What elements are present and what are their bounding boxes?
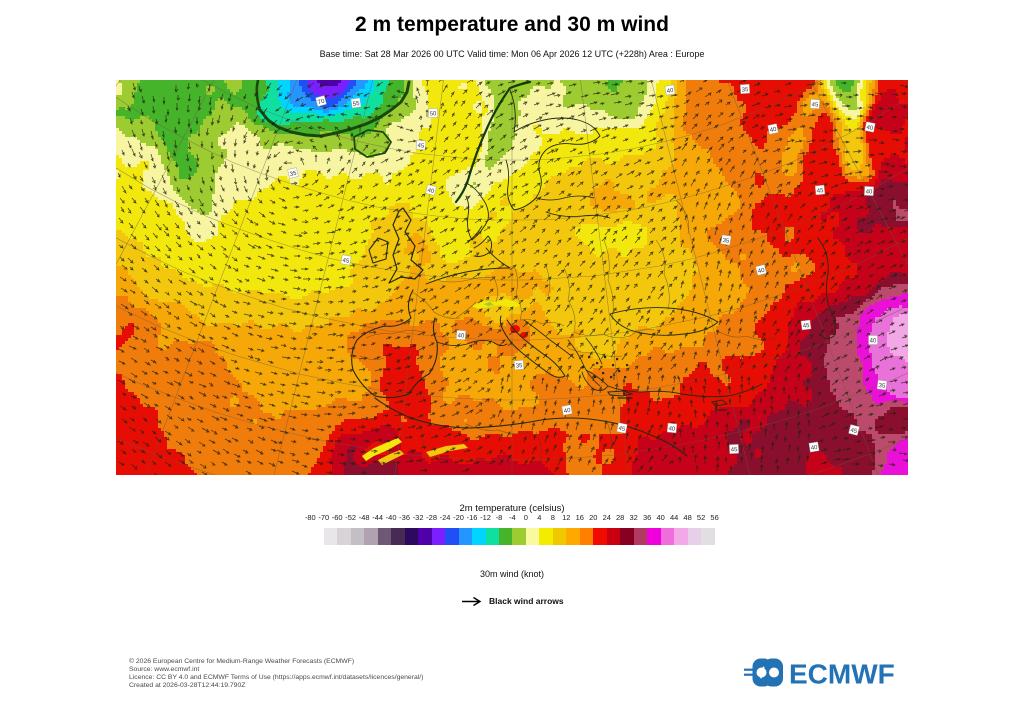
svg-text:40: 40: [427, 188, 435, 195]
svg-text:40: 40: [668, 426, 676, 433]
svg-text:40: 40: [866, 125, 874, 132]
svg-text:ECMWF: ECMWF: [789, 659, 895, 690]
svg-text:40: 40: [563, 408, 571, 415]
svg-text:40: 40: [757, 267, 766, 275]
svg-text:45: 45: [731, 447, 739, 453]
svg-text:45: 45: [817, 188, 825, 195]
svg-text:45: 45: [618, 426, 626, 433]
svg-text:45: 45: [417, 143, 425, 150]
svg-text:40: 40: [866, 189, 874, 195]
svg-text:35: 35: [878, 383, 886, 390]
svg-text:45: 45: [342, 258, 350, 265]
svg-text:35: 35: [722, 238, 730, 245]
svg-text:45: 45: [850, 428, 859, 436]
svg-text:40: 40: [810, 445, 818, 452]
svg-text:45: 45: [802, 323, 810, 330]
svg-text:40: 40: [457, 333, 465, 339]
svg-text:40: 40: [769, 127, 777, 134]
svg-text:50: 50: [430, 111, 437, 117]
svg-text:35: 35: [516, 363, 524, 369]
svg-text:40: 40: [870, 338, 877, 344]
svg-text:35: 35: [289, 171, 297, 178]
svg-text:70: 70: [317, 98, 326, 106]
svg-text:35: 35: [742, 87, 750, 93]
svg-text:55: 55: [352, 101, 360, 108]
svg-text:45: 45: [811, 102, 819, 108]
svg-text:40: 40: [666, 88, 674, 95]
